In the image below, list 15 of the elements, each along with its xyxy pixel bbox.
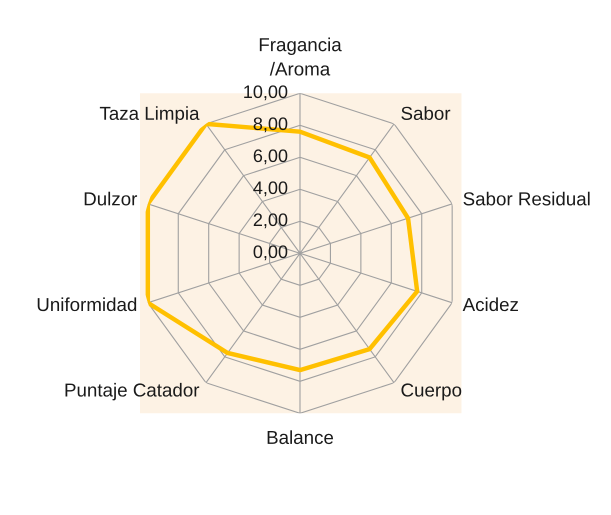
spoke-label: Taza Limpia <box>100 106 200 124</box>
y-tick-label: 6,00 <box>254 149 288 164</box>
y-tick-label: 4,00 <box>253 181 288 196</box>
spoke-label: Sabor Residual <box>463 192 590 206</box>
spoke-label: Fragancia /Aroma <box>260 38 342 76</box>
y-tick-label: 10,00 <box>244 85 288 100</box>
spoke-label: Acidez <box>462 297 518 312</box>
spoke-label: Cuerpo <box>401 383 462 400</box>
y-tick-label: 0,00 <box>254 245 288 260</box>
spoke-label: Balance <box>268 430 334 444</box>
spoke-label: Uniformidad <box>38 297 136 312</box>
y-tick-label: 2,00 <box>254 213 288 228</box>
spoke-label: Sabor <box>401 106 450 120</box>
spoke-label: Dulzor <box>84 192 138 206</box>
spoke-label: Puntaje Catador <box>66 382 200 400</box>
